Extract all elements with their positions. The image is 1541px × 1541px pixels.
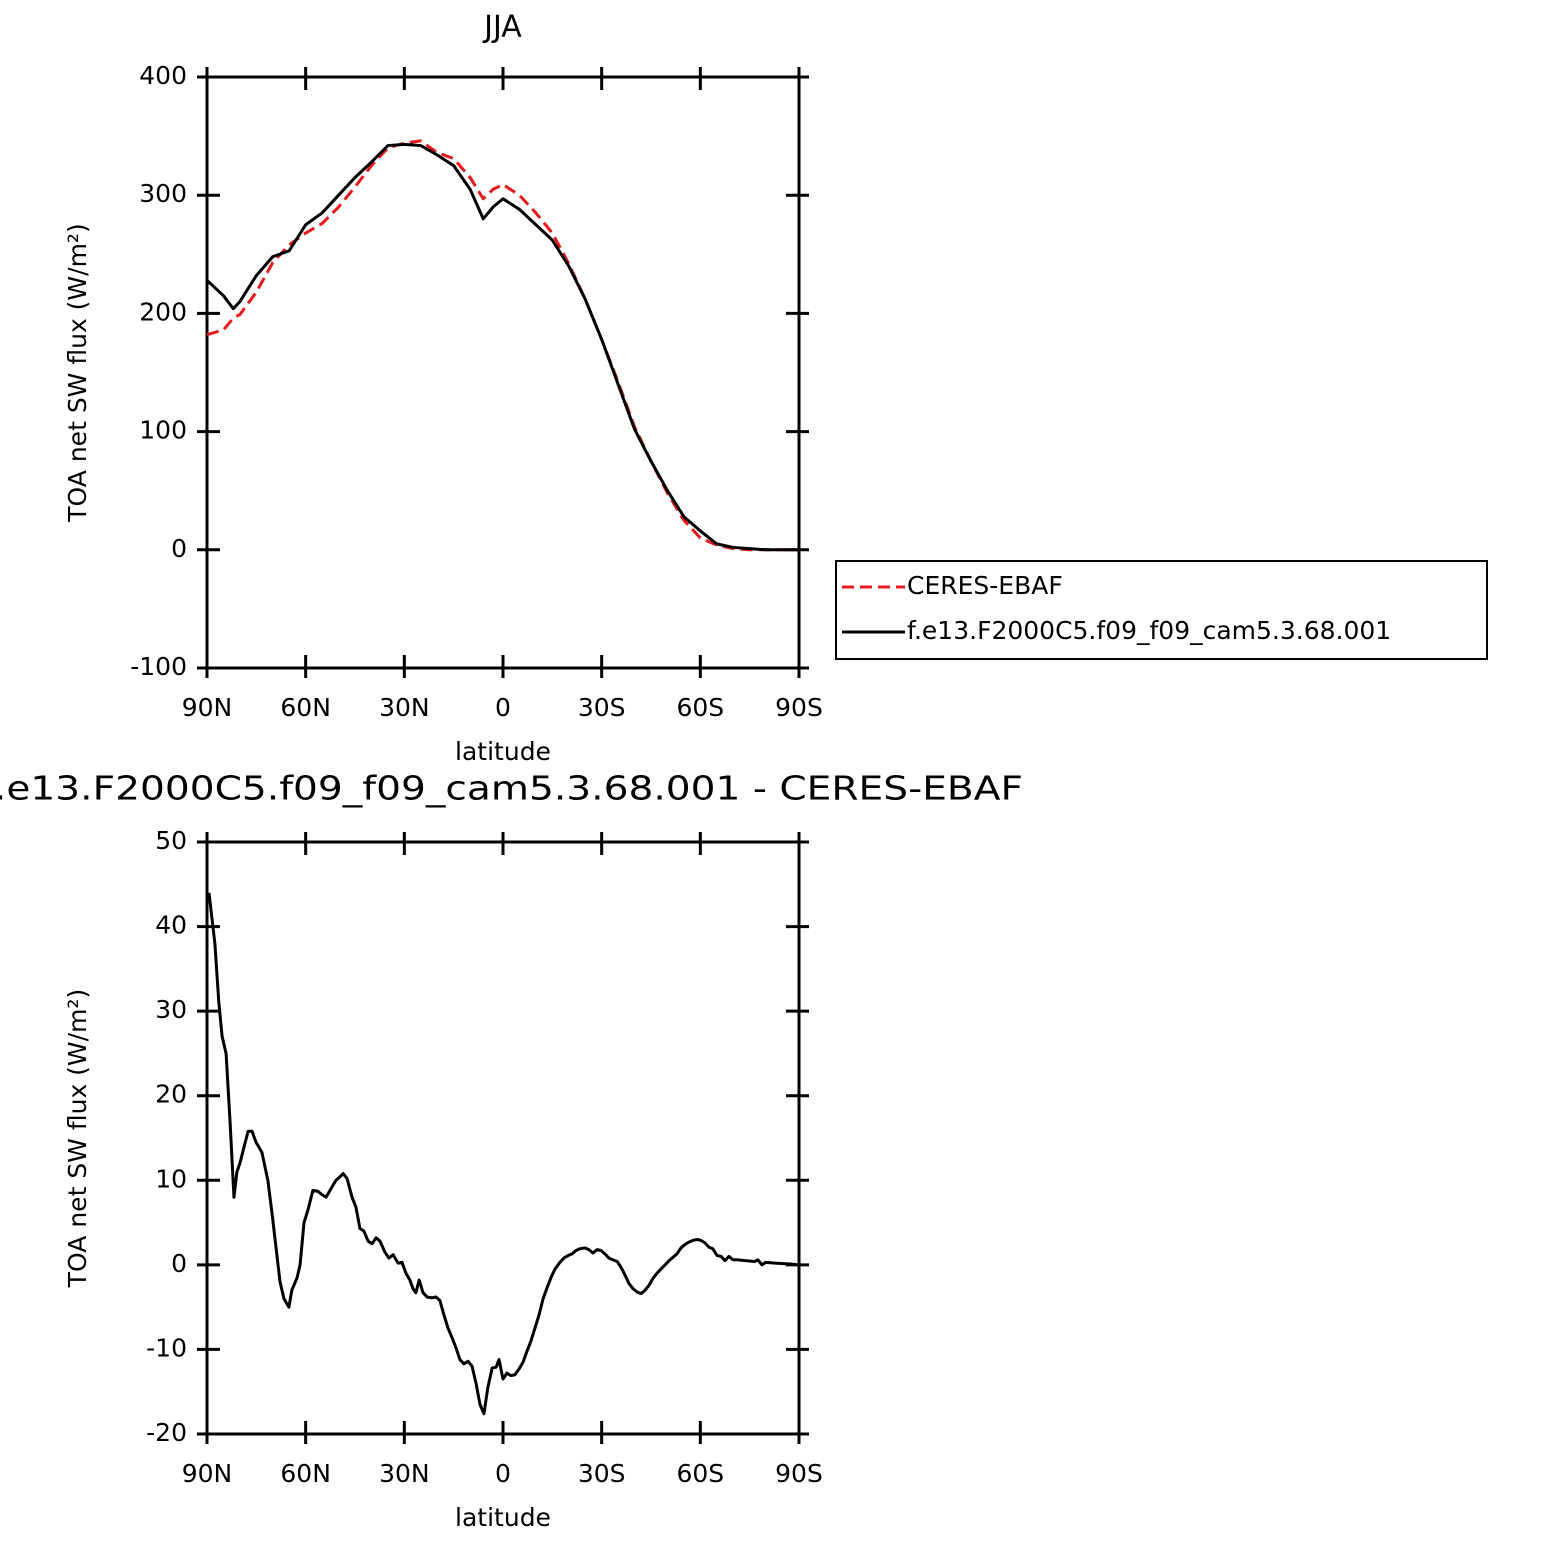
y-tick-label: 0: [171, 534, 187, 563]
data-line: [207, 892, 800, 1416]
x-tick-label: 0: [495, 1459, 511, 1488]
y-tick-label: 300: [139, 179, 187, 208]
x-axis-label: latitude: [455, 737, 551, 766]
y-tick-label: -100: [130, 652, 187, 681]
y-tick-label: 30: [155, 995, 187, 1024]
y-tick-label: 50: [155, 826, 187, 855]
y-tick-label: 0: [171, 1249, 187, 1278]
x-tick-label: 30N: [379, 693, 430, 722]
legend-label: CERES-EBAF: [907, 571, 1063, 600]
legend-box: [835, 560, 1488, 660]
x-tick-label: 60S: [676, 1459, 724, 1488]
x-tick-label: 90S: [775, 693, 823, 722]
y-tick-label: 100: [139, 416, 187, 445]
x-tick-label: 90S: [775, 1459, 823, 1488]
x-tick-label: 30S: [578, 1459, 626, 1488]
y-tick-label: 400: [139, 61, 187, 90]
x-tick-label: 60N: [280, 693, 331, 722]
plot-frame: [205, 75, 801, 670]
y-tick-label: -20: [146, 1418, 187, 1447]
data-line: [206, 139, 799, 552]
chart-title: JJA: [482, 10, 522, 45]
y-axis-label: TOA net SW flux (W/m²): [63, 989, 92, 1288]
y-tick-label: 10: [155, 1164, 187, 1193]
chart-title: f.e13.F2000C5.f09_f09_cam5.3.68.001 - CE…: [0, 769, 1023, 808]
y-axis-label: TOA net SW flux (W/m²): [63, 223, 92, 522]
y-tick-label: -10: [146, 1333, 187, 1362]
x-tick-label: 90N: [182, 693, 233, 722]
x-tick-label: 30S: [578, 693, 626, 722]
x-tick-label: 60N: [280, 1459, 331, 1488]
x-axis-label: latitude: [455, 1503, 551, 1532]
y-tick-label: 20: [155, 1080, 187, 1109]
x-tick-label: 90N: [182, 1459, 233, 1488]
legend-label: f.e13.F2000C5.f09_f09_cam5.3.68.001: [907, 616, 1391, 645]
x-tick-label: 0: [495, 693, 511, 722]
plot-frame: [205, 840, 801, 1436]
y-tick-label: 200: [139, 297, 187, 326]
y-tick-label: 40: [155, 911, 187, 940]
data-line: [205, 142, 799, 552]
x-tick-label: 30N: [379, 1459, 430, 1488]
x-tick-label: 60S: [676, 693, 724, 722]
